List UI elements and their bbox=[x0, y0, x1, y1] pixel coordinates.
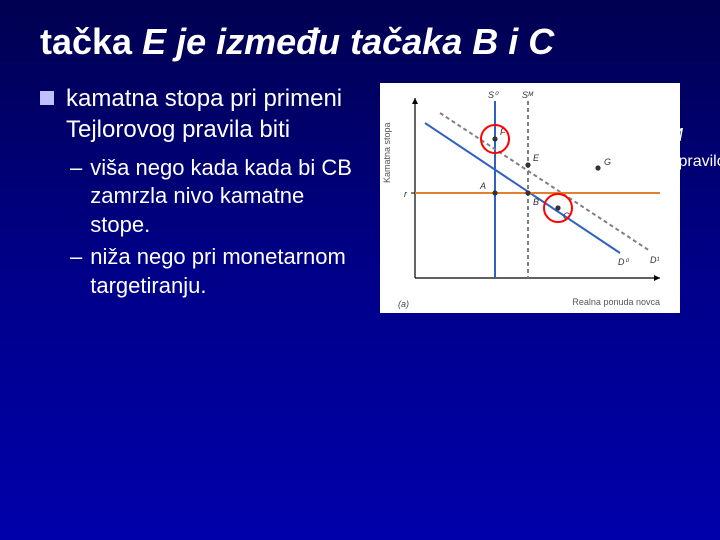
svg-text:Sᴹ: Sᴹ bbox=[522, 90, 534, 100]
sub-item-text: niža nego pri monetarnom targetiranju. bbox=[90, 243, 370, 300]
dash-icon: – bbox=[70, 154, 82, 183]
label-taylor: Tejlorovo pravilo bbox=[610, 153, 720, 171]
chart-container: rS⁰SᴹD⁰D¹FEABCG Kamatna stopa Realna pon… bbox=[380, 83, 680, 313]
label-lm-prefix: Prema bbox=[600, 125, 658, 145]
content-area: kamatna stopa pri primeni Tejlorovog pra… bbox=[0, 73, 720, 333]
svg-text:E: E bbox=[533, 153, 540, 163]
title-part1: tačka bbox=[40, 21, 142, 62]
svg-text:A: A bbox=[479, 181, 486, 191]
sub-item-text: viša nego kada kada bi CB zamrzla nivo k… bbox=[90, 154, 370, 240]
svg-text:S⁰: S⁰ bbox=[488, 90, 499, 100]
x-axis-label: Realna ponuda novca bbox=[572, 297, 660, 307]
dash-icon: – bbox=[70, 243, 82, 272]
sub-item: – niža nego pri monetarnom targetiranju. bbox=[70, 243, 370, 300]
sub-item: – viša nego kada kada bi CB zamrzla nivo… bbox=[70, 154, 370, 240]
svg-text:D¹: D¹ bbox=[650, 255, 660, 265]
label-lm-italic: LM bbox=[658, 125, 683, 145]
sub-list: – viša nego kada kada bi CB zamrzla nivo… bbox=[70, 154, 370, 301]
svg-text:D⁰: D⁰ bbox=[618, 257, 629, 267]
slide-title: tačka E je između tačaka B i C bbox=[0, 0, 720, 73]
left-column: kamatna stopa pri primeni Tejlorovog pra… bbox=[40, 83, 370, 313]
label-lm: Prema LM bbox=[600, 125, 683, 146]
corner-label: (a) bbox=[398, 299, 409, 309]
right-column: Prema LM Tejlorovo pravilo rS⁰SᴹD⁰D¹FEAB… bbox=[370, 83, 700, 313]
y-axis-label: Kamatna stopa bbox=[382, 123, 392, 184]
title-part2: E je između tačaka B i C bbox=[142, 21, 554, 62]
svg-text:r: r bbox=[404, 189, 408, 199]
bullet-item: kamatna stopa pri primeni Tejlorovog pra… bbox=[40, 83, 370, 145]
bullet-text: kamatna stopa pri primeni Tejlorovog pra… bbox=[66, 83, 370, 145]
square-bullet-icon bbox=[40, 91, 54, 105]
chart-svg: rS⁰SᴹD⁰D¹FEABCG bbox=[380, 83, 680, 313]
svg-text:B: B bbox=[533, 197, 539, 207]
